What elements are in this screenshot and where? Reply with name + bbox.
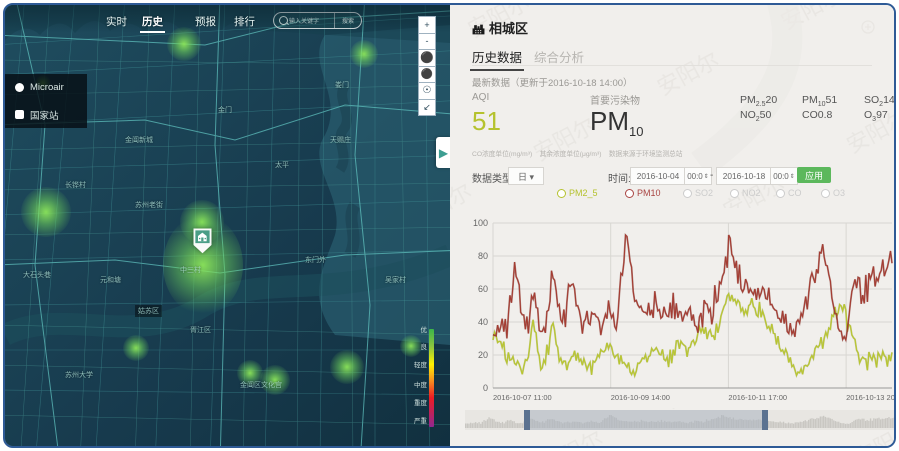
svg-text:2016-10-13 20:00: 2016-10-13 20:00 [846,393,896,402]
svg-text:2016-10-09 14:00: 2016-10-09 14:00 [611,393,670,402]
svg-text:20: 20 [478,350,488,360]
svg-text:0: 0 [483,383,488,393]
svg-text:2016-10-07 11:00: 2016-10-07 11:00 [493,393,552,402]
svg-text:60: 60 [478,284,488,294]
svg-text:40: 40 [478,317,488,327]
svg-text:2016-10-11 17:00: 2016-10-11 17:00 [728,393,787,402]
svg-text:80: 80 [478,251,488,261]
svg-text:100: 100 [473,218,488,228]
